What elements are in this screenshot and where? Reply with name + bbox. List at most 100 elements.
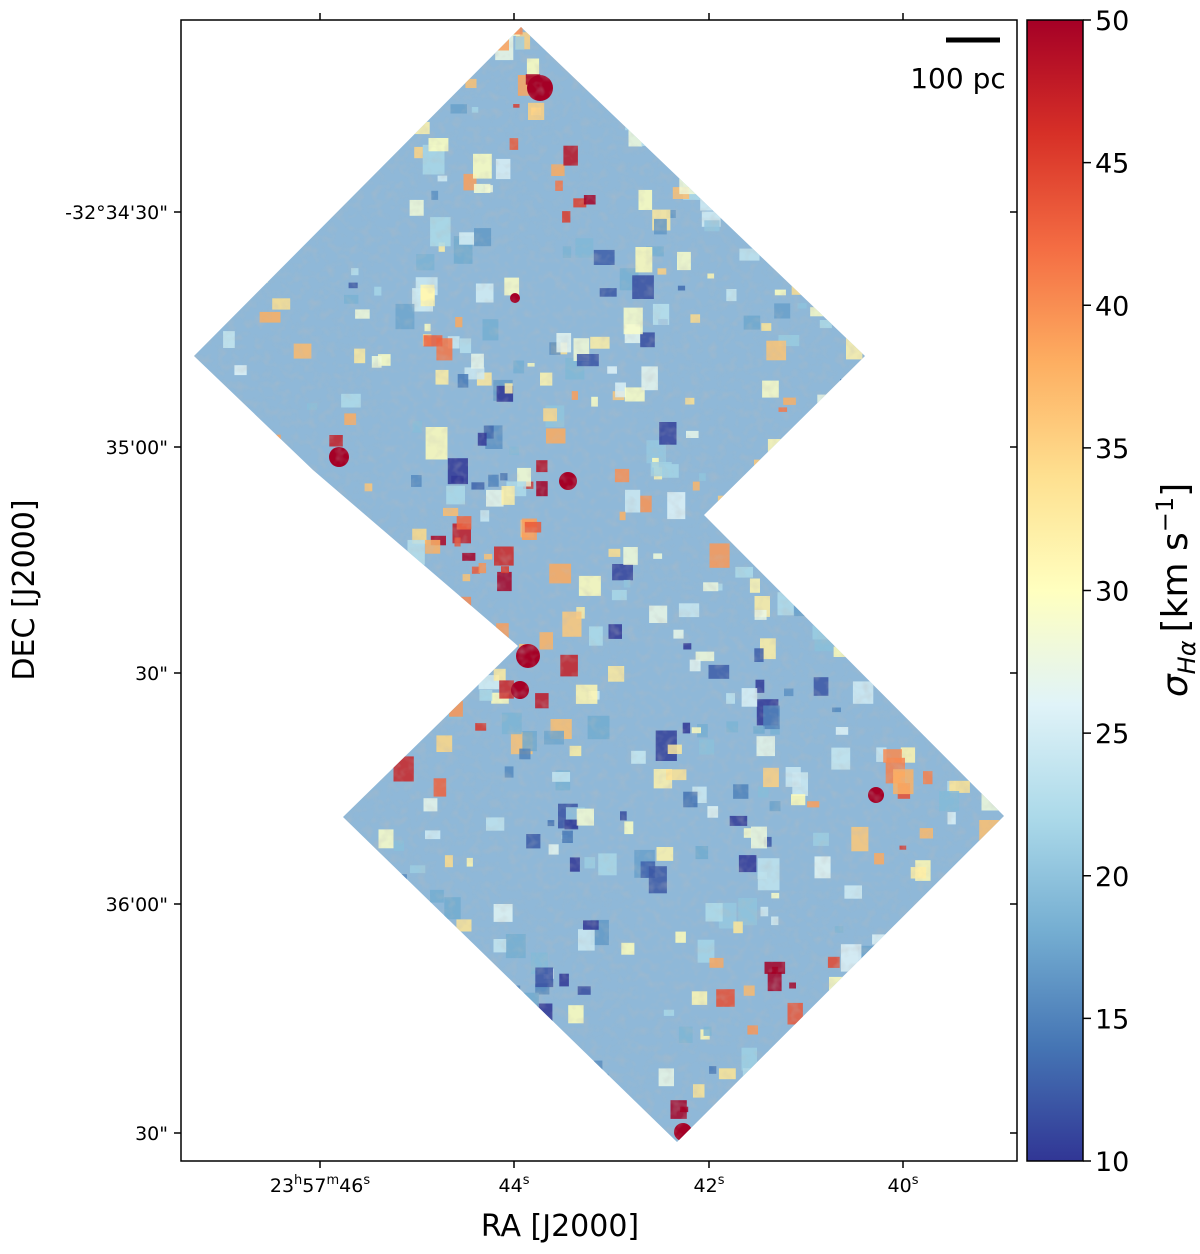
map-pixel-blob	[213, 232, 231, 256]
map-pixel-blob	[255, 1029, 263, 1040]
map-pixel-blob	[194, 1085, 196, 1091]
map-pixel-blob	[914, 575, 926, 582]
map-pixel-blob	[821, 602, 842, 619]
map-pixel-blob	[318, 492, 331, 508]
map-pixel-blob	[974, 1090, 982, 1098]
map-pixel-blob	[613, 67, 632, 88]
map-pixel-blob	[381, 678, 394, 686]
map-pixel-blob	[925, 1089, 933, 1098]
map-pixel-blob	[248, 735, 262, 746]
map-pixel-blob	[305, 1090, 327, 1102]
map-pixel-blob	[479, 624, 489, 631]
map-pixel-blob	[372, 1013, 383, 1020]
map-pixel-blob	[816, 41, 824, 52]
map-pixel-blob	[439, 986, 459, 1010]
map-pixel-blob	[833, 435, 842, 444]
map-pixel-blob	[879, 338, 891, 350]
map-pixel-blob	[335, 961, 355, 973]
map-pixel-blob	[602, 71, 609, 81]
colorbar-tick-label: 45	[1095, 149, 1129, 180]
map-pixel-blob	[254, 621, 268, 636]
map-pixel-blob	[962, 655, 979, 665]
map-pixel-blob	[635, 38, 651, 57]
map-pixel-blob	[628, 102, 647, 118]
map-pixel-blob	[844, 539, 855, 549]
map-pixel-blob	[274, 227, 297, 244]
map-pixel-blob	[311, 141, 330, 156]
map-pixel-blob	[437, 637, 449, 645]
map-pixel-blob	[948, 1137, 966, 1142]
map-pixel-blob	[712, 134, 732, 156]
map-pixel-blob	[854, 1121, 869, 1142]
map-pixel-blob	[336, 89, 358, 112]
map-pixel-blob	[215, 475, 237, 501]
map-pixel-blob	[930, 1035, 939, 1041]
map-pixel-blob	[236, 87, 253, 104]
map-pixel-blob	[848, 376, 856, 384]
map-pixel-blob	[765, 66, 775, 76]
map-pixel-blob	[964, 447, 975, 458]
map-pixel-blob	[289, 809, 303, 825]
map-pixel-blob	[970, 259, 990, 273]
map-pixel-blob	[297, 662, 312, 678]
map-pixel-blob	[258, 897, 269, 911]
map-pixel-blob	[951, 593, 974, 624]
map-pixel-blob	[854, 1129, 864, 1139]
map-pixel-blob	[194, 592, 198, 599]
colorbar-ticks: 10 15 20 25 30 35 40 45 50	[1083, 6, 1129, 1178]
map-pixel-blob	[302, 646, 311, 655]
map-pixel-blob	[860, 400, 881, 429]
colorbar-tick-label: 40	[1095, 291, 1129, 322]
map-pixel-blob	[956, 397, 970, 405]
map-pixel-blob	[621, 85, 631, 96]
map-pixel-blob	[387, 638, 398, 648]
map-pixel-blob	[834, 456, 856, 480]
map-pixel-blob	[244, 864, 264, 874]
map-pixel-blob	[965, 675, 980, 692]
map-pixel-blob	[959, 997, 967, 1002]
map-pixel-blob	[368, 1061, 384, 1082]
map-pixel-blob	[403, 931, 422, 958]
map-pixel-blob	[725, 135, 745, 163]
map-pixel-blob	[990, 482, 1004, 499]
map-pixel-blob	[936, 224, 957, 240]
map-pixel-blob	[641, 58, 651, 71]
map-pixel-blob	[292, 130, 315, 155]
x-axis-label: RA [J2000]	[481, 1209, 639, 1244]
map-pixel-blob	[222, 450, 243, 465]
map-pixel-blob	[838, 1140, 847, 1142]
map-pixel-blob	[974, 994, 991, 1011]
map-pixel-blob	[898, 528, 917, 548]
map-pixel-blob	[221, 880, 243, 907]
map-pixel-blob	[202, 48, 210, 56]
map-pixel-blob	[764, 1073, 787, 1103]
map-pixel-blob	[993, 728, 1004, 751]
map-pixel-blob	[808, 441, 817, 449]
map-pixel-blob	[910, 230, 920, 237]
map-pixel-blob	[910, 604, 931, 634]
map-pixel-blob	[236, 184, 255, 200]
map-pixel-blob	[521, 1130, 542, 1142]
map-pixel-blob	[317, 601, 331, 620]
map-pixel-blob	[225, 88, 237, 97]
map-pixel-blob	[226, 1028, 240, 1041]
map-pixel-blob	[253, 1084, 276, 1096]
map-pixel-blob	[252, 524, 275, 549]
map-pixel-blob	[353, 1015, 368, 1036]
map-pixel-blob	[943, 248, 963, 274]
colorbar-tick-label: 50	[1095, 6, 1129, 37]
map-pixel-blob	[943, 617, 959, 627]
map-pixel-blob	[321, 580, 342, 599]
map-pixel-blob	[298, 187, 309, 202]
map-pixel-blob	[705, 66, 724, 87]
map-pixel-blob	[922, 683, 932, 692]
map-pixel-blob	[969, 109, 989, 136]
plot-frame	[180, 19, 1018, 1162]
x-tick-label: 44s	[499, 1173, 530, 1197]
map-pixel-blob	[320, 546, 343, 573]
map-pixel-blob	[473, 1052, 488, 1068]
map-pixel-blob	[937, 465, 957, 483]
map-pixel-blob	[975, 966, 997, 990]
map-pixel-blob	[686, 1129, 700, 1142]
map-pixel-blob	[908, 1036, 921, 1055]
